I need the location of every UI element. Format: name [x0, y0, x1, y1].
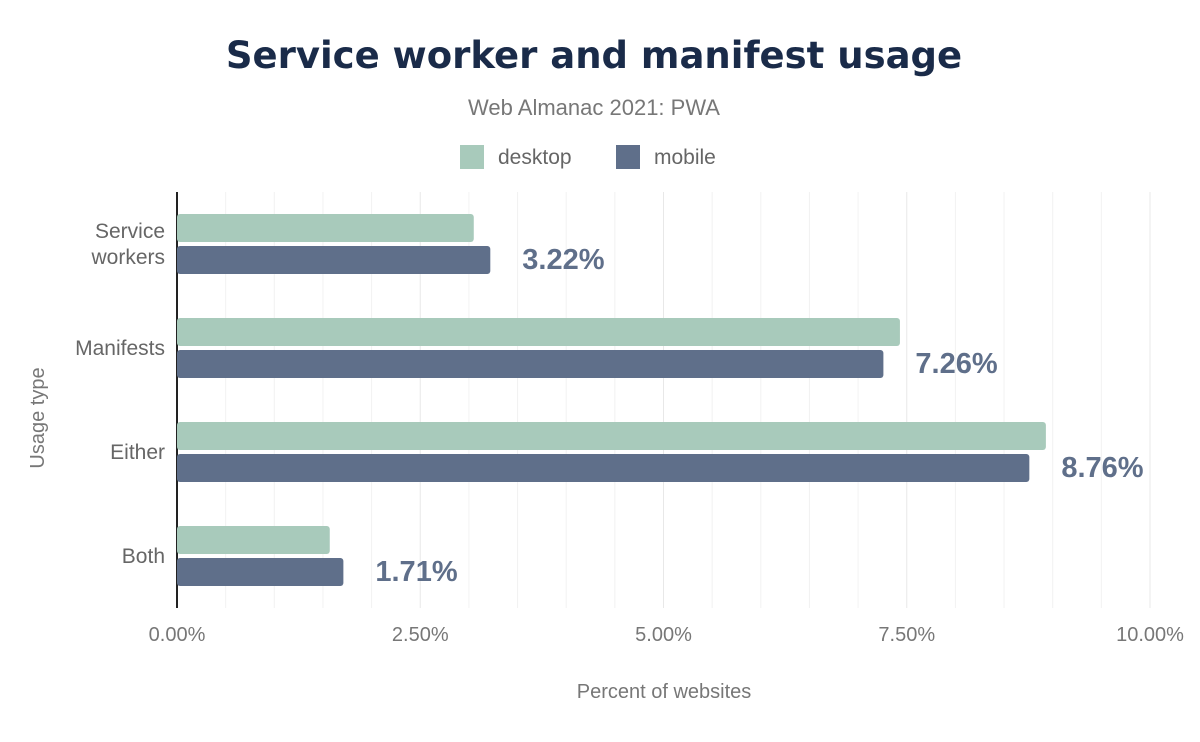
y-tick-label: Either — [110, 441, 165, 464]
y-axis-label: Usage type — [27, 367, 49, 468]
bars: 3.22% 7.26% 8.76% 1.71% — [177, 214, 1144, 588]
bar-desktop — [177, 526, 330, 554]
x-tick-label: 2.50% — [392, 624, 449, 646]
data-label: 8.76% — [1061, 452, 1143, 484]
y-tick-labels: Service workers Manifests Either Both — [75, 220, 165, 568]
legend-label-mobile: mobile — [654, 146, 716, 169]
x-tick-label: 10.00% — [1116, 624, 1184, 646]
chart-subtitle: Web Almanac 2021: PWA — [468, 95, 720, 120]
y-tick-label: Both — [122, 545, 165, 568]
bar-mobile — [177, 246, 491, 274]
bar-desktop — [177, 214, 474, 242]
legend-swatch-mobile — [616, 145, 640, 169]
y-tick-label: Service — [95, 220, 165, 243]
legend-swatch-desktop — [460, 145, 484, 169]
bar-mobile — [177, 454, 1030, 482]
chart-title: Service worker and manifest usage — [226, 34, 962, 77]
x-tick-label: 0.00% — [149, 624, 206, 646]
bar-mobile — [177, 350, 884, 378]
x-axis-label: Percent of websites — [577, 681, 752, 703]
data-label: 7.26% — [915, 348, 997, 380]
legend: desktop mobile — [460, 145, 716, 169]
y-tick-label: Manifests — [75, 337, 165, 360]
x-tick-labels: 0.00% 2.50% 5.00% 7.50% 10.00% — [149, 624, 1184, 646]
data-label: 1.71% — [375, 556, 457, 588]
legend-label-desktop: desktop — [498, 146, 572, 169]
bar-desktop — [177, 318, 900, 346]
x-tick-label: 5.00% — [635, 624, 692, 646]
y-tick-label: workers — [90, 246, 165, 269]
x-tick-label: 7.50% — [878, 624, 935, 646]
bar-mobile — [177, 558, 344, 586]
data-label: 3.22% — [522, 244, 604, 276]
bar-desktop — [177, 422, 1046, 450]
